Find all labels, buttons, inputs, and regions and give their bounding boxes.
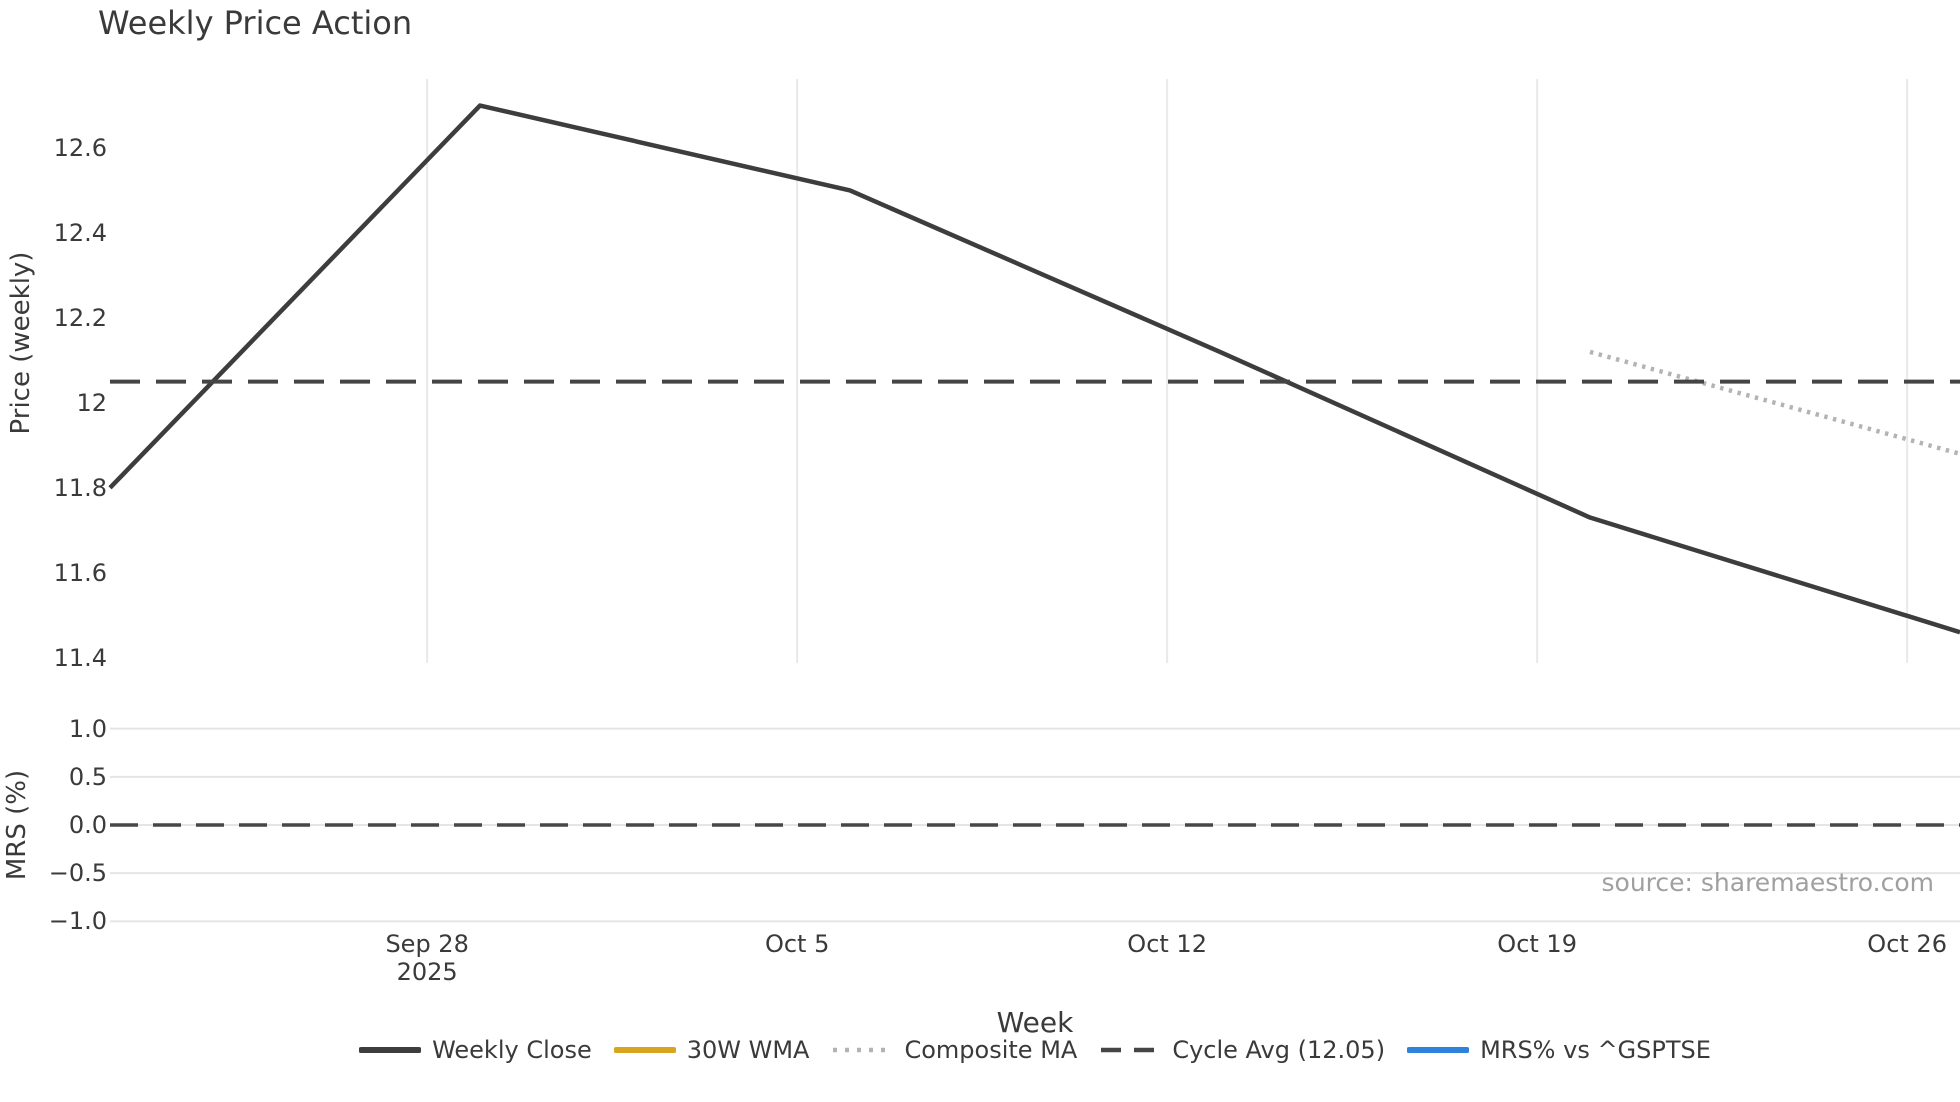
x-tick-label: Oct 19	[1497, 930, 1577, 958]
price-ytick-label: 12	[76, 388, 107, 417]
price-ytick-label: 12.6	[53, 134, 107, 163]
weekly-close-line	[108, 103, 1960, 635]
x-tick-year-label: 2025	[396, 958, 458, 986]
price-ytick-label: 11.8	[53, 473, 107, 502]
price-ytick-label: 12.2	[53, 303, 107, 332]
x-tick-label: Oct 5	[764, 930, 830, 958]
price-ytick-label: 12.4	[53, 218, 107, 247]
legend-label: Composite MA	[904, 1036, 1078, 1064]
mrs-ytick-label: 0.5	[68, 762, 107, 791]
legend-label: Weekly Close	[432, 1036, 592, 1064]
x-tick-label: Sep 28	[385, 930, 469, 958]
mrs-ytick-label: 1.0	[68, 714, 107, 743]
price-ytick-label: 11.6	[53, 558, 107, 587]
legend-item: MRS% vs ^GSPTSE	[1407, 1036, 1711, 1064]
mrs-ytick-label: −0.5	[48, 859, 107, 888]
legend-solid-swatch-icon	[359, 1047, 422, 1053]
legend-item: Cycle Avg (12.05)	[1099, 1036, 1385, 1064]
legend-dotted-swatch-icon	[833, 1047, 892, 1053]
composite-ma-line	[1589, 349, 1960, 456]
legend-label: MRS% vs ^GSPTSE	[1480, 1036, 1711, 1064]
source-credit: source: sharemaestro.com	[1601, 868, 1935, 897]
x-tick-label: Oct 26	[1867, 930, 1947, 958]
legend-item: Composite MA	[831, 1036, 1077, 1064]
x-tick-label: Oct 12	[1127, 930, 1207, 958]
mrs-ytick-label: −1.0	[48, 907, 107, 936]
x-axis-label: Week	[996, 1006, 1074, 1039]
legend-label: 30W WMA	[686, 1036, 810, 1064]
legend-item: 30W WMA	[613, 1036, 810, 1064]
legend-solid-swatch-icon	[613, 1047, 676, 1053]
mrs-ytick-label: 0.0	[68, 811, 107, 839]
price-ytick-label: 11.4	[53, 643, 107, 672]
legend-solid-swatch-icon	[1407, 1047, 1470, 1053]
chart-title: Weekly Price Action	[98, 4, 413, 42]
legend: Weekly Close 30W WMA Composite MA Cycle Avg…	[110, 1036, 1960, 1064]
legend-dashed-swatch-icon	[1101, 1047, 1160, 1053]
legend-label: Cycle Avg (12.05)	[1172, 1036, 1386, 1064]
legend-item: Weekly Close	[359, 1036, 592, 1064]
